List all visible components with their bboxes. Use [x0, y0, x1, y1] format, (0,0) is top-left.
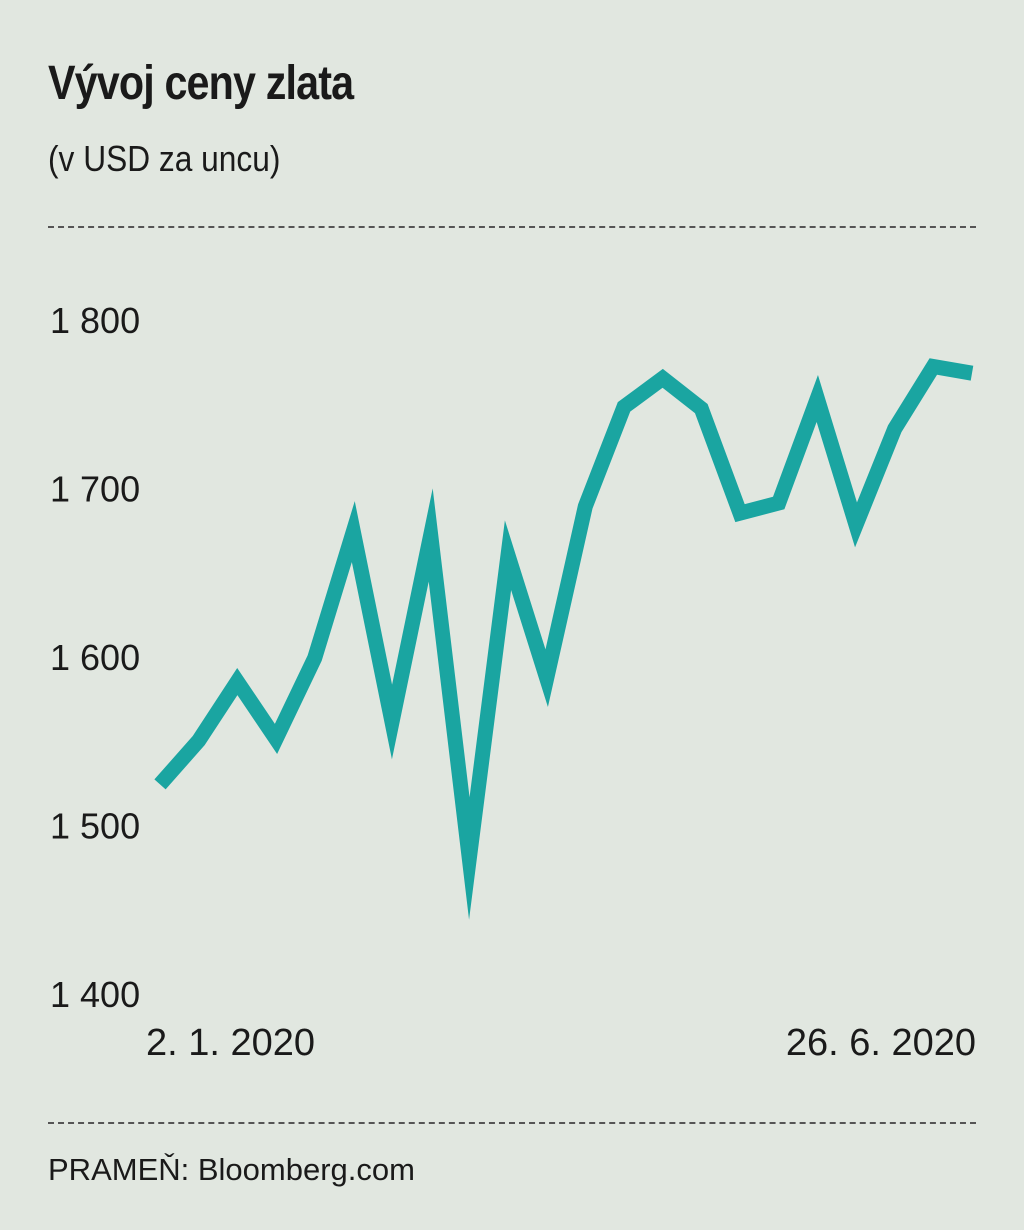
data-point: [156, 780, 164, 788]
y-tick-label: 1 500: [50, 806, 140, 847]
data-point: [813, 395, 821, 403]
data-point: [311, 654, 319, 662]
data-point: [465, 855, 473, 863]
data-point: [504, 551, 512, 559]
y-tick-label: 1 800: [50, 300, 140, 341]
top-divider: [48, 226, 976, 228]
data-point: [543, 674, 551, 682]
data-point: [620, 403, 628, 411]
data-point: [349, 528, 357, 536]
source-note: PRAMEŇ: Bloomberg.com: [48, 1152, 415, 1187]
x-label-start: 2. 1. 2020: [146, 1022, 315, 1064]
y-tick-label: 1 700: [50, 469, 140, 510]
data-point: [968, 369, 976, 377]
x-label-end: 26. 6. 2020: [786, 1022, 976, 1064]
data-point: [659, 374, 667, 382]
series-line: [154, 358, 974, 920]
data-point: [388, 718, 396, 726]
data-point: [195, 737, 203, 745]
data-point: [272, 735, 280, 743]
y-tick-label: 1 400: [50, 974, 140, 1015]
data-point: [233, 678, 241, 686]
y-tick-label: 1 600: [50, 637, 140, 678]
data-point: [697, 405, 705, 413]
data-point: [736, 509, 744, 517]
data-point: [581, 502, 589, 510]
data-point: [852, 521, 860, 529]
data-point: [891, 425, 899, 433]
data-point: [775, 499, 783, 507]
data-point: [929, 363, 937, 371]
data-point: [427, 531, 435, 539]
chart-subtitle: (v USD za uncu): [48, 138, 281, 179]
chart-title: Vývoj ceny zlata: [48, 57, 354, 110]
bottom-divider: [48, 1122, 976, 1124]
